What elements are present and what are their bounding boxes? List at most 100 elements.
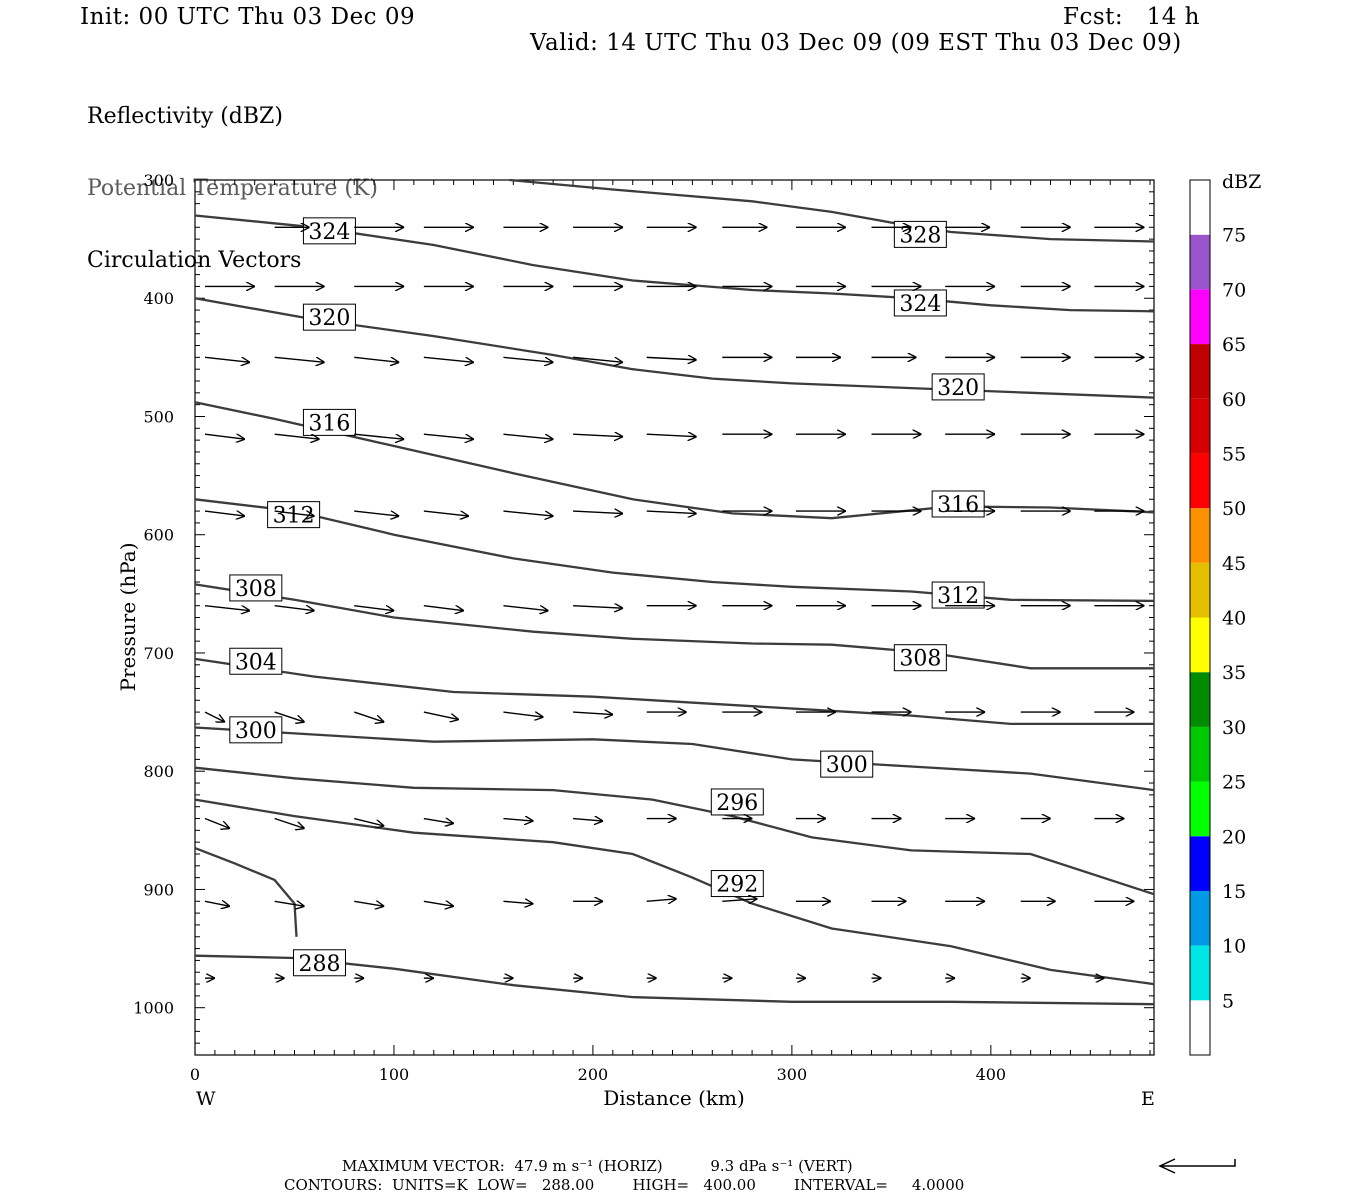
circulation-vector — [503, 604, 548, 611]
colorbar-frame — [1189, 179, 1211, 1056]
colorbar-swatch — [1190, 180, 1210, 235]
circulation-vector — [573, 712, 613, 715]
axis-tick-labels: 0 100 200 300 400 300 400 500 600 700 800 900 1000 — [133, 171, 1006, 1084]
contour-label: 296 — [716, 791, 758, 816]
contour-label-box — [893, 289, 947, 317]
circulation-vector — [274, 356, 325, 362]
colorbar-swatch — [1190, 672, 1210, 727]
colorbar-level: 35 — [1222, 662, 1246, 684]
colorbar-level: 25 — [1222, 772, 1246, 794]
max-vector-arrow — [1158, 1158, 1236, 1174]
contour-label: 288 — [298, 952, 340, 977]
x-tick-label: 300 — [777, 1065, 808, 1084]
colorbar-level: 75 — [1222, 225, 1246, 247]
contour-label: 320 — [308, 306, 350, 331]
x-tick-label: 100 — [379, 1065, 410, 1084]
colorbar-level: 65 — [1222, 334, 1246, 356]
circulation-vector — [503, 901, 533, 904]
circulation-vector — [573, 511, 623, 513]
x-right-end-label: E — [1141, 1088, 1155, 1110]
circulation-vector — [423, 356, 474, 362]
circulation-vector — [423, 433, 474, 439]
isentrope-328 — [509, 178, 1155, 243]
colorbar-swatch — [1190, 781, 1210, 837]
colorbar-swatch — [1190, 562, 1210, 618]
colorbar-level: 45 — [1222, 553, 1246, 575]
colorbar-level: 50 — [1222, 498, 1246, 520]
contour-label-box — [229, 716, 283, 744]
isentrope-312 — [194, 498, 1155, 603]
contour-label: 320 — [937, 376, 979, 401]
contour-label-box — [292, 949, 346, 977]
contour-label-box — [931, 581, 985, 609]
circulation-vector — [354, 510, 399, 516]
isentrope-304 — [194, 657, 1154, 726]
init-time: Init: 00 UTC Thu 03 Dec 09 — [80, 4, 416, 30]
contour-label-box — [893, 644, 947, 672]
isentrope-308 — [194, 583, 1154, 670]
y-tick-label: 600 — [143, 526, 174, 545]
circulation-vector — [503, 819, 533, 822]
circulation-vector — [722, 899, 757, 902]
colorbar-swatch — [1190, 726, 1210, 782]
contour-label-box — [710, 788, 764, 816]
field-circulation-vectors: Circulation Vectors — [87, 248, 302, 273]
circulation-vector — [503, 711, 543, 717]
colorbar-swatch — [1190, 1000, 1210, 1055]
colorbar-level: 55 — [1222, 443, 1246, 465]
contour-label: 308 — [899, 647, 941, 672]
contour-label: 312 — [937, 584, 979, 609]
circulation-vector — [204, 901, 230, 906]
circulation-vector — [573, 356, 623, 362]
circulation-vector — [354, 711, 384, 722]
contour-label: 316 — [308, 411, 350, 436]
y-axis-label: Pressure (hPa) — [116, 543, 140, 692]
isentrope-324 — [194, 214, 1155, 313]
colorbar-swatch — [1190, 398, 1210, 454]
colorbar-level: 30 — [1222, 717, 1246, 739]
colorbar-level: 70 — [1222, 279, 1246, 301]
isentrope-296 — [194, 766, 1155, 896]
circulation-vector — [204, 817, 230, 829]
contour-label-box — [229, 574, 283, 602]
circulation-vector — [204, 604, 250, 611]
circulation-vector — [204, 356, 250, 362]
circulation-vector — [573, 434, 623, 437]
isentrope-288 — [194, 847, 298, 937]
colorbar-swatch — [1190, 344, 1210, 399]
x-axis-label: Distance (km) — [603, 1086, 745, 1110]
x-tick-label: 200 — [578, 1065, 609, 1084]
y-tick-label: 500 — [143, 407, 174, 426]
colorbar-swatch — [1190, 890, 1210, 946]
contour-label-box — [302, 303, 356, 331]
circulation-vector — [274, 817, 305, 829]
colorbar-swatch — [1190, 836, 1210, 891]
forecast-hour: Fcst: 14 h — [1063, 4, 1200, 30]
contour-label: 324 — [899, 292, 941, 317]
circulation-vector — [423, 711, 459, 720]
circulation-vector — [354, 817, 384, 827]
contour-label-box — [302, 408, 356, 436]
colorbar-swatch — [1190, 617, 1210, 673]
colorbar-swatch — [1190, 945, 1210, 1001]
circulation-vector — [423, 510, 469, 516]
circulation-vector — [573, 819, 603, 822]
y-tick-label: 400 — [143, 289, 174, 308]
circulation-vector — [646, 434, 697, 437]
y-tick-label: 900 — [143, 880, 174, 899]
contour-label: 304 — [235, 650, 277, 675]
circulation-vector — [274, 510, 315, 516]
y-tick-label: 1000 — [133, 999, 174, 1018]
contour-label-box — [820, 750, 874, 778]
contour-label: 308 — [235, 577, 277, 602]
contour-label: 292 — [716, 873, 758, 898]
colorbar-swatch — [1190, 234, 1210, 290]
circulation-vector — [274, 433, 320, 439]
circulation-vector — [646, 357, 697, 360]
circulation-vector — [274, 901, 305, 906]
valid-time: Valid: 14 UTC Thu 03 Dec 09 (09 EST Thu … — [530, 30, 1182, 56]
circulation-vector — [354, 433, 404, 439]
colorbar-level: 60 — [1222, 389, 1246, 411]
circulation-vector — [204, 510, 245, 516]
